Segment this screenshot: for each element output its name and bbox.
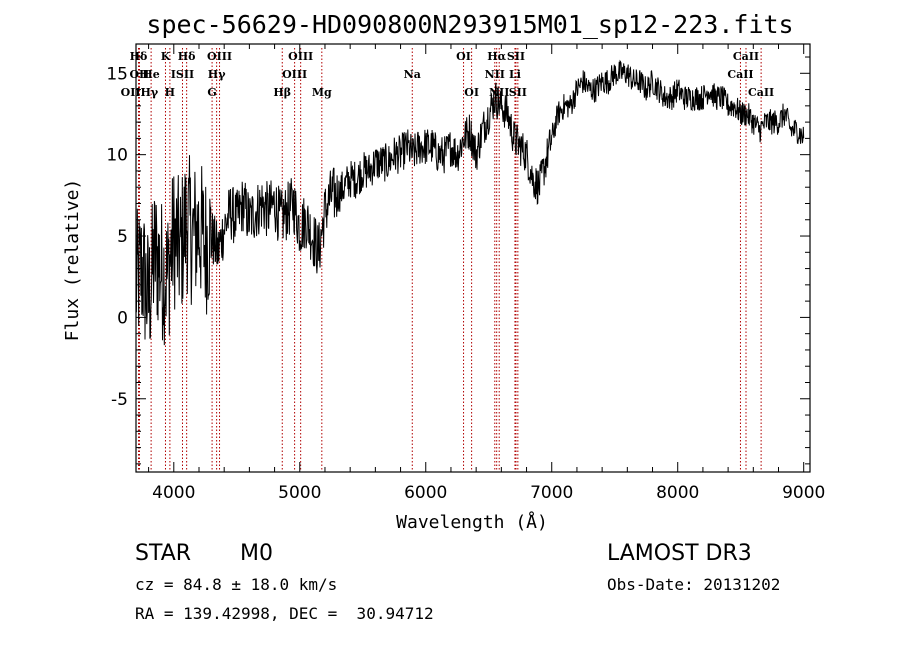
- line-label: OII: [129, 68, 149, 81]
- line-label: Hδ: [130, 50, 148, 63]
- plot-frame: [135, 43, 811, 473]
- survey-name: LAMOST DR3: [607, 541, 752, 566]
- coordinates: RA = 139.42998, DEC = 30.94712: [135, 604, 434, 623]
- x-tick-label: 7000: [530, 483, 573, 503]
- line-label: Hγ: [208, 68, 226, 81]
- x-tick-label: 9000: [782, 483, 825, 503]
- line-label: CaII: [727, 68, 753, 81]
- y-tick-label: 15: [106, 64, 128, 84]
- y-tick-label: -5: [111, 390, 128, 410]
- x-tick-label: 4000: [152, 483, 195, 503]
- line-label: ISII: [171, 68, 194, 81]
- line-label: Hδ: [178, 50, 196, 63]
- line-label: CaII: [733, 50, 759, 63]
- line-label: OIII: [288, 50, 313, 63]
- line-label: NII: [485, 68, 505, 81]
- y-tick-label: 0: [117, 308, 128, 328]
- line-label: K: [161, 50, 171, 63]
- y-axis-label: Flux (relative): [62, 179, 83, 342]
- line-label: OI: [464, 86, 479, 99]
- obs-date: Obs-Date: 20131202: [607, 575, 781, 594]
- redshift-value: cz = 84.8 ± 18.0 km/s: [135, 575, 338, 594]
- axis-ticks: 4000 5000 6000 7000 8000 9000 -5 0 5 10 15: [106, 44, 825, 503]
- line-label: SII: [509, 86, 527, 99]
- line-label: Hα: [487, 50, 506, 63]
- object-class: STAR: [135, 541, 192, 566]
- x-tick-label: 8000: [656, 483, 699, 503]
- x-tick-label: 5000: [278, 483, 321, 503]
- chart-title: spec-56629-HD090800N293915M01_sp12-223.f…: [146, 10, 793, 39]
- y-tick-label: 10: [106, 146, 128, 166]
- line-label: OI: [456, 50, 471, 63]
- line-label: Mg: [312, 86, 332, 99]
- line-label: OIII: [282, 68, 307, 81]
- line-label: OIIHγ: [121, 86, 159, 99]
- line-label: G: [207, 86, 216, 99]
- line-label: He: [142, 68, 159, 81]
- x-axis-label: Wavelength (Å): [396, 511, 548, 533]
- line-label: H: [165, 86, 175, 99]
- line-label: SII: [507, 50, 525, 63]
- spectrum-series: [135, 59, 805, 346]
- line-label: CaII: [748, 86, 774, 99]
- y-tick-label: 5: [117, 227, 128, 247]
- line-label: Na: [404, 68, 421, 81]
- line-label: OIII: [207, 50, 232, 63]
- spectrum-line: [135, 59, 805, 346]
- subclass: M0: [240, 541, 273, 566]
- line-label: Li: [509, 68, 521, 81]
- line-label: Hβ: [273, 86, 291, 99]
- emission-lines: [138, 48, 762, 472]
- x-tick-label: 6000: [404, 483, 447, 503]
